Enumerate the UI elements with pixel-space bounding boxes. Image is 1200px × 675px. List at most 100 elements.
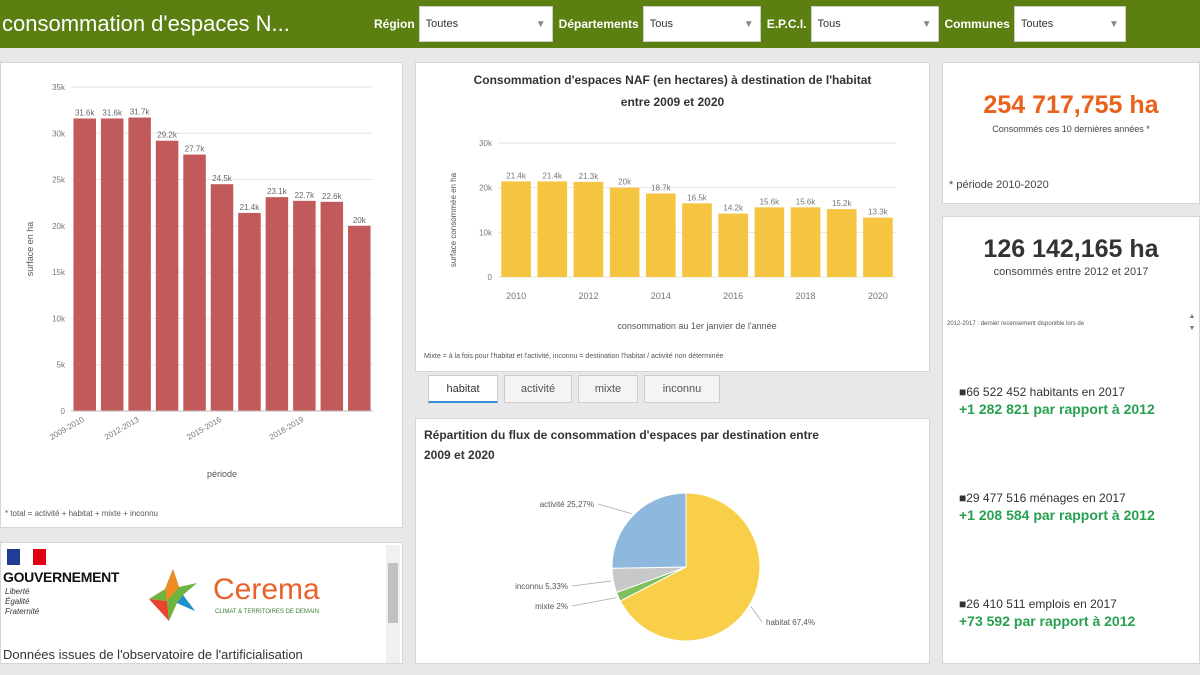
data-label: 31.7k xyxy=(130,108,151,117)
data-label: 15.6k xyxy=(760,197,781,206)
tab-activite[interactable]: activité xyxy=(504,375,572,403)
data-label: 29.2k xyxy=(157,131,178,140)
bar xyxy=(348,225,371,411)
pie-slice xyxy=(611,492,687,569)
french-flag-icon xyxy=(7,549,46,565)
bar xyxy=(128,117,151,411)
stat-delta: +1 208 584 par rapport à 2012 xyxy=(959,507,1155,523)
stat-delta: +73 592 par rapport à 2012 xyxy=(959,613,1136,629)
bar xyxy=(609,187,640,277)
y-tick-label: 15k xyxy=(52,268,66,277)
filter-label: Communes xyxy=(944,17,1010,31)
stat-delta: +1 282 821 par rapport à 2012 xyxy=(959,401,1155,417)
leader-line xyxy=(571,597,617,607)
cerema-logo-icon xyxy=(149,569,197,621)
epci-select[interactable]: Tous ▼ xyxy=(810,6,939,42)
chart-title: Répartition du flux de consommation d'es… xyxy=(416,419,929,465)
square-icon: ■ xyxy=(959,597,967,611)
x-axis-label: consommation au 1er janvier de l'année xyxy=(617,321,776,331)
bar xyxy=(501,181,531,277)
mini-scrollbar[interactable]: ▲ ▼ xyxy=(1188,313,1196,332)
data-label: 21.4k xyxy=(240,203,261,212)
kpi-2012-2017-panel: 126 142,165 ha consommés entre 2012 et 2… xyxy=(942,216,1200,664)
data-label: 24.5k xyxy=(212,174,233,183)
y-axis-label: surface en ha xyxy=(25,222,35,277)
select-value: Tous xyxy=(817,18,841,30)
filter-communes: Communes Toutes ▼ xyxy=(939,0,1126,48)
data-label: 15.6k xyxy=(796,197,817,206)
y-tick-label: 0 xyxy=(61,407,66,416)
leader-line xyxy=(571,580,612,587)
header-bar: consommation d'espaces N... Région Toute… xyxy=(0,0,1200,48)
tab-inconnu[interactable]: inconnu xyxy=(644,375,720,403)
select-value: Tous xyxy=(649,18,673,30)
y-tick-label: 20k xyxy=(479,184,493,193)
tab-habitat[interactable]: habitat xyxy=(428,375,498,403)
communes-select[interactable]: Toutes ▼ xyxy=(1013,6,1126,42)
bar xyxy=(863,217,893,277)
total-consumption-bar-chart[interactable]: 0 5k 10k 15k 20k 25k 30k 35k 31.6k 2009-2010 31.6k… xyxy=(1,63,402,503)
data-label: 14.2k xyxy=(723,204,744,213)
chart-title-line: entre 2009 et 2020 xyxy=(620,95,725,109)
select-value: Toutes xyxy=(425,18,459,30)
kpi-ten-years-panel: 254 717,755 ha Consommés ces 10 dernière… xyxy=(942,62,1200,204)
y-tick-label: 30k xyxy=(52,129,66,138)
filter-region: Région Toutes ▼ xyxy=(368,0,553,48)
kpi-footnote: * période 2010-2020 xyxy=(949,179,1049,191)
stat-main: 26 410 511 emplois en 2017 xyxy=(966,597,1117,611)
y-tick-label: 0 xyxy=(488,273,493,282)
region-select[interactable]: Toutes ▼ xyxy=(418,6,553,42)
y-tick-label: 5k xyxy=(57,361,66,370)
destination-tabs: habitat activité mixte inconnu xyxy=(428,375,720,403)
data-label: 18.7k xyxy=(651,183,672,192)
stat-emplois: ■26 410 511 emplois en 2017 +73 592 par … xyxy=(959,597,1135,629)
bar xyxy=(573,181,604,277)
data-label: 23.1k xyxy=(267,187,288,196)
chart-note: * total = activité + habitat + mixte + i… xyxy=(5,509,158,518)
pie-label: habitat 67,4% xyxy=(766,618,815,627)
tab-mixte[interactable]: mixte xyxy=(578,375,638,403)
departements-select[interactable]: Tous ▼ xyxy=(642,6,761,42)
cerema-label: Cerema xyxy=(213,573,320,606)
bar xyxy=(754,207,785,277)
kpi-caption: Consommés ces 10 dernières années * xyxy=(992,124,1150,134)
x-tick-label: 2009-2010 xyxy=(48,415,86,442)
source-text: Données issues de l'observatoire de l'ar… xyxy=(3,647,303,662)
motto: Liberté Égalité Fraternité xyxy=(5,587,39,617)
pie-slice xyxy=(619,492,761,642)
data-label: 21.4k xyxy=(542,171,563,180)
pie-label: mixte 2% xyxy=(535,602,568,611)
data-label: 22.7k xyxy=(295,191,316,200)
scrollbar-thumb[interactable] xyxy=(388,563,398,623)
stat-main: 66 522 452 habitants en 2017 xyxy=(966,385,1126,399)
bar xyxy=(790,207,821,277)
bar xyxy=(238,212,261,411)
habitat-bar-chart[interactable]: 0 10k 20k 30k 21.4k 21.4k 21.3k 20k 18.7k 16.5k 14… xyxy=(416,119,929,344)
total-consumption-chart-panel: 0 5k 10k 15k 20k 25k 30k 35k 31.6k 2009-2010 31.6k… xyxy=(0,62,403,528)
scrollbar[interactable] xyxy=(386,545,400,663)
stat-main: 29 477 516 ménages en 2017 xyxy=(966,491,1126,505)
chart-title-line: 2009 et 2020 xyxy=(424,448,495,462)
data-label: 21.3k xyxy=(579,172,600,181)
motto-line: Liberté xyxy=(5,587,30,596)
stat-habitants: ■66 522 452 habitants en 2017 +1 282 821… xyxy=(959,385,1155,417)
x-tick-label: 2012-2013 xyxy=(103,415,141,442)
data-label: 20k xyxy=(353,216,367,225)
habitat-consumption-chart-panel: Consommation d'espaces NAF (en hectares)… xyxy=(415,62,930,372)
y-tick-label: 30k xyxy=(479,139,493,148)
filter-epci: E.P.C.I. Tous ▼ xyxy=(761,0,939,48)
y-tick-label: 10k xyxy=(52,314,66,323)
destination-pie-chart[interactable]: habitat 67,4% mixte 2% inconnu 5,33% activi… xyxy=(416,473,929,663)
motto-line: Égalité xyxy=(5,597,30,606)
y-tick-label: 25k xyxy=(52,176,66,185)
x-tick-label: 2012 xyxy=(578,291,598,301)
leader-line xyxy=(597,503,632,515)
data-label: 16.5k xyxy=(687,193,708,202)
data-label: 27.7k xyxy=(185,145,206,154)
cerema-tagline: CLIMAT & TERRITOIRES DE DEMAIN xyxy=(215,609,319,615)
leader-line xyxy=(750,606,763,623)
logo-panel: GOUVERNEMENT Liberté Égalité Fraternité … xyxy=(0,542,403,664)
bar xyxy=(718,213,749,277)
filter-label: Région xyxy=(374,17,415,31)
kpi-value: 126 142,165 ha xyxy=(983,235,1159,263)
